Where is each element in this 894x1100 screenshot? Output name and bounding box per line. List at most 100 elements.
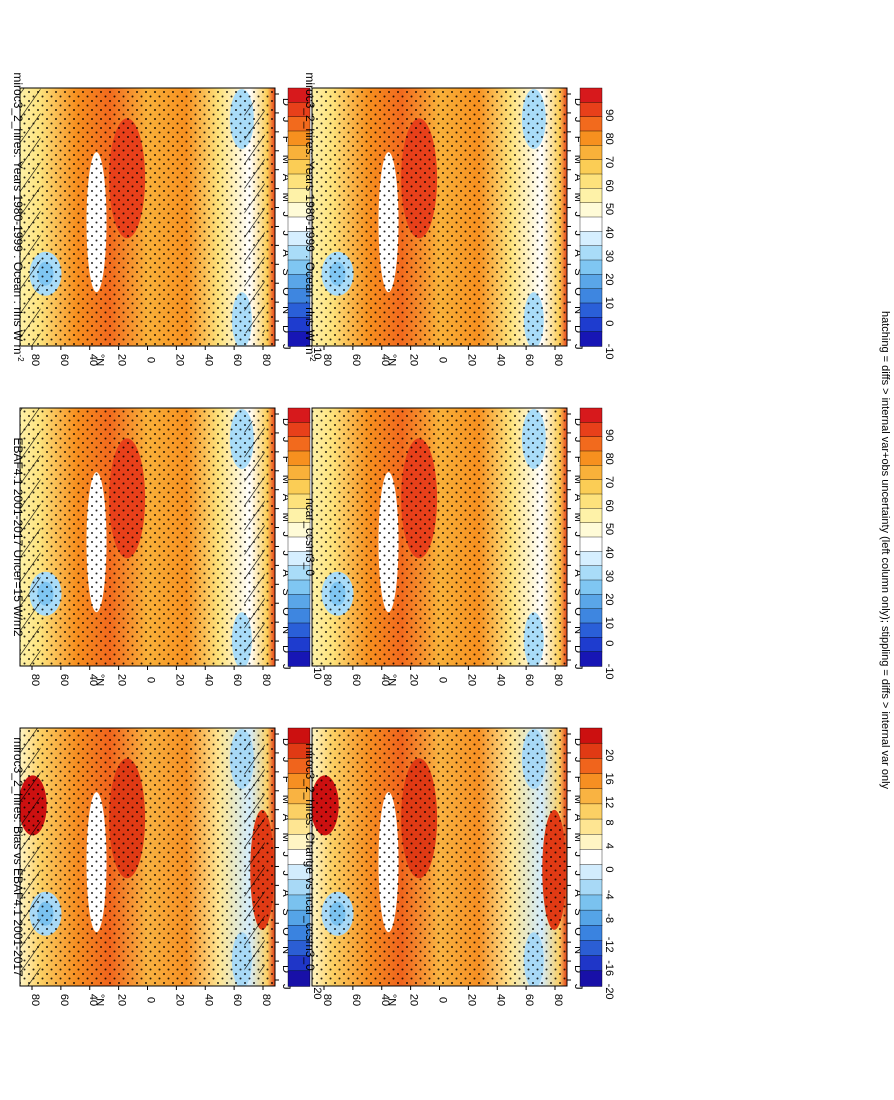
month-tick-label: F [280,136,292,143]
panel-bias: 80 60 40 20 0 20 40 60 80 °N D J F M A M J J A S O N D Jmiroc3_… [11,727,323,1006]
month-tick-label: J [572,212,584,218]
lat-tick-label: 20 [116,354,128,366]
colorbar-label: 40 [603,226,615,238]
month-tick-label: A [572,249,584,257]
lat-tick-label: 20 [408,354,420,366]
colorbar-swatch [579,508,603,524]
lat-tick-label: 60 [231,674,243,686]
lat-tick-label: 40 [202,354,214,366]
colorbar-swatch [579,551,603,567]
colorbar-swatch [579,159,603,175]
month-tick-label: D [572,738,584,746]
colorbar-label: 20 [603,273,615,285]
lat-tick-label: 80 [321,674,333,686]
panel-obs: 80 60 40 20 0 20 40 60 80 °N D J F M A M J J A S O N D J EBAF4.1… [11,407,323,686]
month-tick-label: F [572,456,584,463]
colorbar-label: -16 [603,960,615,976]
colorbar-swatch [579,773,603,790]
colorbar-swatch [579,742,603,760]
month-tick-label: A [280,814,292,822]
lat-tick-label: 60 [58,994,70,1006]
month-tick-label: A [280,569,292,577]
lat-tick-label: 40 [87,674,99,686]
colorbar-swatch [287,422,311,438]
colorbar-swatch [579,116,603,132]
panel-title: EBAF4.1 2001-2017 Uncer=15 W/m2 [11,437,25,636]
lat-tick-label: 0 [145,997,157,1003]
colorbar-swatch [579,216,603,233]
lat-tick-label: 40 [87,354,99,366]
month-tick-label: S [280,908,292,915]
colorbar-label: 20 [603,749,615,761]
lat-tick-label: 20 [408,674,420,686]
month-tick-label: O [572,287,584,296]
month-tick-label: A [572,889,584,897]
lat-tick-label: 80 [260,354,272,366]
month-tick-label: J [280,852,292,858]
colorbar-label: 16 [603,773,615,785]
month-tick-label: O [280,287,292,296]
lat-tick-label: 40 [379,994,391,1006]
lat-tick-label: 40 [202,994,214,1006]
colorbar-label: 60 [603,179,615,191]
lat-tick-label: 40 [379,674,391,686]
month-tick-label: J [280,212,292,218]
month-tick-label: J [572,852,584,858]
lat-tick-label: 20 [465,354,477,366]
colorbar-label: -20 [311,984,323,1000]
lat-tick-label: 40 [494,994,506,1006]
colorbar-swatch [579,637,603,653]
colorbar-swatch [287,637,311,653]
colorbar-swatch [579,970,603,987]
month-tick-label: J [572,757,584,763]
panel-title: miroc3_2_hires: Years 1980-1999 : Ocean … [11,72,26,362]
footnote: hatching = diffs > internal var+obs unce… [879,311,891,790]
colorbar-swatch [579,188,603,204]
colorbar-swatch [579,288,603,304]
month-tick-label: M [280,833,292,842]
colorbar-swatch [287,727,311,744]
panel-change: 80 60 40 20 0 20 40 60 80°NDJFMAMJJASONDJmiroc3_… [303,727,615,1006]
colorbar-swatch [579,331,603,347]
month-tick-label: A [280,889,292,897]
lat-tick-label: 20 [116,674,128,686]
colorbar-swatch [579,864,603,881]
colorbar-reference: 90 80 70 60 50 40 30 20 10 0 -10 [579,87,615,360]
colorbar-label: 10 [603,297,615,309]
colorbar-swatch [579,87,603,104]
month-tick-label: F [280,456,292,463]
month-tick-label: J [572,344,584,350]
lat-tick-label: 40 [202,674,214,686]
lat-tick-label: 20 [173,674,185,686]
month-tick-label: J [280,870,292,876]
field-bias [20,728,275,986]
lat-tick-label: 20 [116,994,128,1006]
month-tick-label: A [572,814,584,822]
lat-tick-label: 80 [260,994,272,1006]
month-tick-label: M [572,155,584,164]
colorbar-label: 80 [603,453,615,465]
field-model [20,88,275,346]
colorbar-label: -12 [603,937,615,953]
lat-tick-label: 60 [231,354,243,366]
month-tick-label: J [572,664,584,670]
panel-title: ncar_ccsm3_0 [303,498,317,576]
colorbar-swatch [579,274,603,290]
month-tick-label: J [572,117,584,123]
month-tick-label: J [572,870,584,876]
colorbar-swatch [287,651,311,667]
month-tick-label: M [280,193,292,202]
panel-ref-model: 80 60 40 20 0 20 40 60 80 °N D J F M A M J J A S O N D Jncar_cc… [303,407,615,686]
colorbar-swatch [579,259,603,276]
month-tick-label: N [572,306,584,314]
colorbar-swatch [579,173,603,190]
lat-tick-label: 80 [29,674,41,686]
colorbar-swatch [579,879,603,896]
colorbar-swatch [579,302,603,319]
month-tick-label: N [280,306,292,314]
colorbar-swatch [579,436,603,452]
colorbar-label: -10 [311,344,323,360]
month-tick-label: M [572,833,584,842]
month-tick-label: N [280,946,292,954]
panel-title: miroc3_2_hires: Change vs ncar_ccsm3_0 [303,743,317,971]
